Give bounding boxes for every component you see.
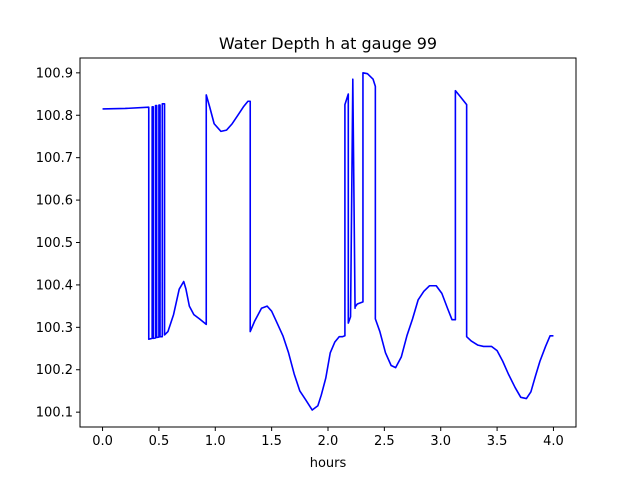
x-tick-label: 4.0 [543,434,564,449]
x-tick-label: 0.0 [92,434,113,449]
x-axis: 0.0 0.5 1.0 1.5 2.0 2.5 3.0 3.5 4.0 [92,427,564,449]
x-tick-label: 2.0 [318,434,339,449]
y-tick-label: 100.7 [36,151,73,166]
y-tick-label: 100.2 [36,363,73,378]
x-tick-label: 3.0 [430,434,451,449]
plot-frame [79,57,577,428]
y-tick-label: 100.6 [36,194,73,209]
y-tick-label: 100.5 [36,236,73,251]
x-tick-label: 1.5 [261,434,282,449]
y-tick-label: 100.3 [36,321,73,336]
chart-title: Water Depth h at gauge 99 [219,34,437,53]
x-tick-label: 1.0 [205,434,226,449]
y-axis: 100.1 100.2 100.3 100.4 100.5 100.6 100.7 100.8… [36,66,80,421]
y-tick-label: 100.8 [36,109,73,124]
x-tick-label: 0.5 [149,434,170,449]
plot-area [102,72,554,411]
y-tick-label: 100.1 [36,406,73,421]
x-tick-label: 3.5 [487,434,508,449]
y-tick-label: 100.4 [36,278,73,293]
y-tick-label: 100.9 [36,66,73,81]
x-tick-label: 2.5 [374,434,395,449]
series-line-0 [102,72,554,411]
x-axis-label: hours [310,456,347,471]
